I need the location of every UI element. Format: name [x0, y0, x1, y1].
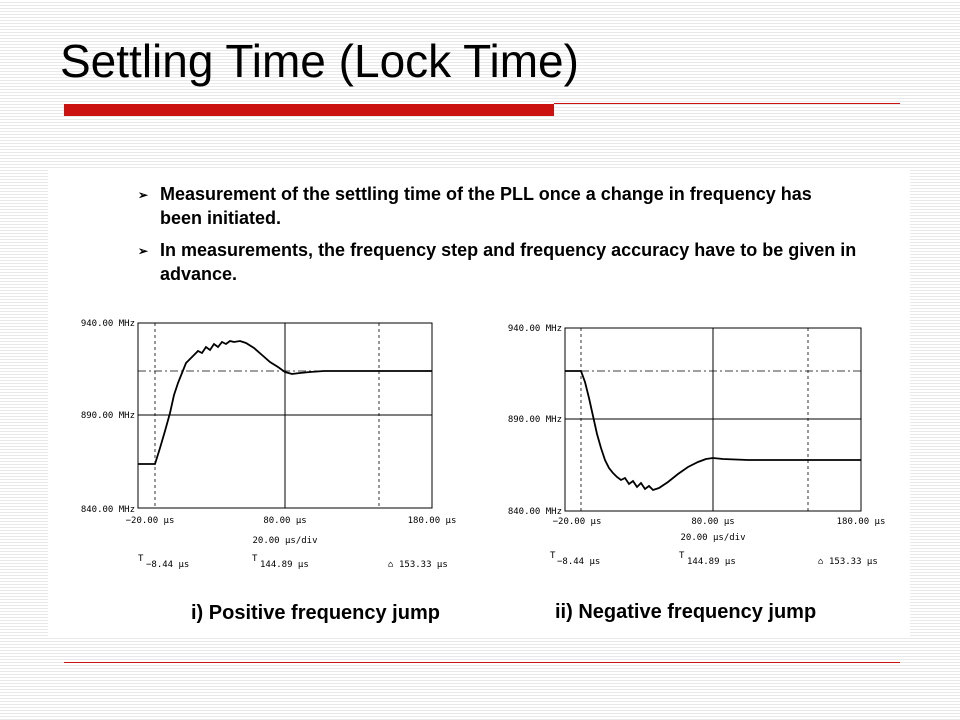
x-label-right: 180.00 μs: [408, 516, 457, 526]
frequency-trace: [565, 370, 861, 492]
t2-marker-icon: T: [679, 551, 685, 561]
frequency-trace: [138, 340, 432, 465]
content-panel: ➢ Measurement of the settling time of th…: [48, 170, 910, 638]
delta-icon: ⌂: [388, 560, 393, 570]
x-label-left: −20.00 μs: [553, 517, 602, 527]
plot-grid: [565, 328, 861, 511]
bullet-item: ➢ Measurement of the settling time of th…: [138, 182, 858, 230]
x-label-mid: 80.00 μs: [263, 516, 306, 526]
x-label-right: 180.00 μs: [837, 517, 886, 527]
title-underline: [554, 103, 900, 104]
t1-readout: −8.44 μs: [557, 557, 600, 567]
delta-icon: ⌂: [818, 557, 823, 567]
slide-title: Settling Time (Lock Time): [60, 35, 579, 87]
arrowhead-right-icon: ➢: [138, 188, 149, 202]
title-accent-bar: [64, 104, 554, 116]
bullet-text: Measurement of the settling time of the …: [160, 184, 812, 228]
y-label-mid: 890.00 MHz: [508, 415, 562, 425]
footer-rule: [64, 662, 900, 663]
t1-marker-icon: T: [138, 554, 144, 564]
negative-jump-plot: 940.00 MHz 890.00 MHz 840.00 MHz −20.00 …: [488, 318, 910, 593]
arrowhead-right-icon: ➢: [138, 244, 149, 258]
y-label-top: 940.00 MHz: [508, 324, 562, 334]
plot-grid: [138, 323, 432, 508]
negative-jump-caption: ii) Negative frequency jump: [555, 601, 817, 623]
positive-jump-plot: 940.00 MHz 890.00 MHz 840.00 MHz −20.00 …: [64, 313, 484, 588]
bullet-text: In measurements, the frequency step and …: [160, 240, 857, 284]
t2-readout: 144.89 μs: [260, 560, 309, 570]
delta-readout: 153.33 μs: [829, 557, 878, 567]
x-label-mid: 80.00 μs: [691, 517, 734, 527]
t2-marker-icon: T: [252, 554, 258, 564]
x-scale-label: 20.00 μs/div: [680, 533, 745, 543]
x-label-left: −20.00 μs: [126, 516, 175, 526]
t1-marker-icon: T: [550, 551, 556, 561]
bullet-list: ➢ Measurement of the settling time of th…: [138, 182, 858, 294]
y-label-top: 940.00 MHz: [81, 319, 135, 329]
delta-readout: 153.33 μs: [399, 560, 448, 570]
bullet-item: ➢ In measurements, the frequency step an…: [138, 238, 858, 286]
t2-readout: 144.89 μs: [687, 557, 736, 567]
y-label-bottom: 840.00 MHz: [508, 507, 562, 517]
x-scale-label: 20.00 μs/div: [252, 536, 317, 546]
y-label-mid: 890.00 MHz: [81, 411, 135, 421]
positive-jump-caption: i) Positive frequency jump: [191, 602, 440, 624]
t1-readout: −8.44 μs: [146, 560, 189, 570]
y-label-bottom: 840.00 MHz: [81, 505, 135, 515]
